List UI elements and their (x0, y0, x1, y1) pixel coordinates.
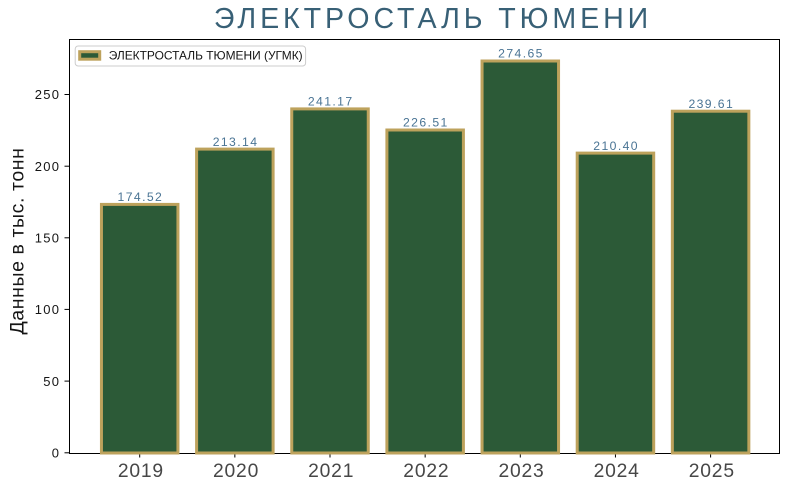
svg-text:2022: 2022 (403, 461, 449, 482)
svg-text:250: 250 (35, 87, 61, 102)
svg-text:ЭЛЕКТРОСТАЛЬ ТЮМЕНИ (УГМК): ЭЛЕКТРОСТАЛЬ ТЮМЕНИ (УГМК) (109, 48, 303, 62)
svg-text:2019: 2019 (118, 461, 164, 482)
svg-text:2021: 2021 (308, 461, 354, 482)
svg-text:ЭЛЕКТРОСТАЛЬ ТЮМЕНИ: ЭЛЕКТРОСТАЛЬ ТЮМЕНИ (214, 3, 652, 35)
svg-text:2024: 2024 (594, 461, 640, 482)
svg-text:2023: 2023 (498, 461, 544, 482)
svg-text:213.14: 213.14 (213, 135, 259, 149)
svg-text:174.52: 174.52 (118, 190, 164, 204)
svg-text:0: 0 (52, 446, 61, 461)
svg-text:150: 150 (35, 231, 61, 246)
svg-text:226.51: 226.51 (403, 116, 449, 130)
svg-text:239.61: 239.61 (688, 97, 734, 111)
svg-text:210.40: 210.40 (593, 139, 639, 153)
svg-text:274.65: 274.65 (498, 47, 544, 61)
svg-text:100: 100 (35, 302, 61, 317)
svg-text:200: 200 (35, 159, 61, 174)
svg-text:2020: 2020 (213, 461, 259, 482)
svg-text:Данные в тыс. тонн: Данные в тыс. тонн (7, 147, 29, 334)
svg-text:50: 50 (43, 374, 60, 389)
svg-text:241.17: 241.17 (308, 95, 354, 109)
svg-text:2025: 2025 (689, 461, 735, 482)
